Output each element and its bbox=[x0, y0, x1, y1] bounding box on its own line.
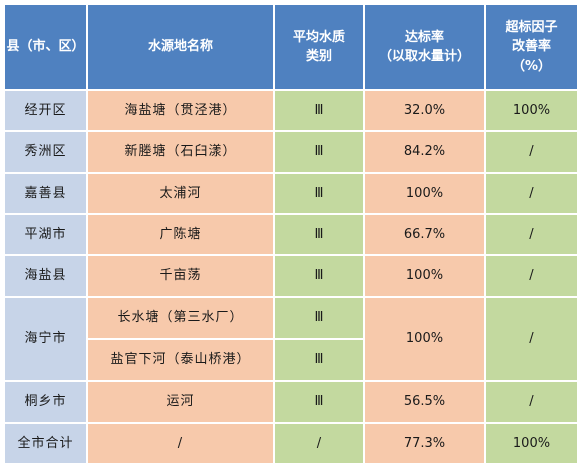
rate-cell: 100% bbox=[363, 295, 486, 383]
rate-cell: 66.7% bbox=[363, 212, 486, 257]
improve-cell: / bbox=[484, 130, 579, 174]
district-cell: 经开区 bbox=[3, 88, 88, 133]
header-rate: 达标率 （以取水量计） bbox=[363, 3, 486, 91]
improve-cell: / bbox=[484, 295, 579, 383]
class-cell: Ⅲ bbox=[273, 295, 365, 340]
rate-cell: 32.0% bbox=[363, 88, 486, 133]
header-improve-line-2: 改善率 bbox=[511, 39, 551, 55]
header-improve-line-1: 超标因子 bbox=[505, 19, 558, 35]
source-cell: 运河 bbox=[86, 380, 275, 424]
class-cell: Ⅲ bbox=[273, 212, 365, 257]
class-cell: Ⅲ bbox=[273, 88, 365, 133]
rate-cell: 56.5% bbox=[363, 380, 486, 424]
class-cell: Ⅲ bbox=[273, 171, 365, 215]
table-row: 海宁市 长水塘（第三水厂） Ⅲ 100% / bbox=[3, 295, 579, 383]
header-improve: 超标因子 改善率 （%） bbox=[484, 3, 579, 91]
district-cell: 海宁市 bbox=[3, 295, 88, 383]
source-cell: 盐官下河（泰山桥港） bbox=[86, 337, 275, 383]
table-row: 桐乡市 运河 Ⅲ 56.5% / bbox=[3, 380, 579, 424]
district-cell: 平湖市 bbox=[3, 212, 88, 257]
improve-cell: / bbox=[484, 171, 579, 215]
source-cell: 广陈塘 bbox=[86, 212, 275, 257]
source-cell: 长水塘（第三水厂） bbox=[86, 295, 275, 340]
district-cell: 秀洲区 bbox=[3, 130, 88, 174]
table-row: 海盐县 千亩荡 Ⅲ 100% / bbox=[3, 254, 579, 298]
header-quality-line-1: 平均水质 bbox=[292, 29, 345, 45]
district-cell: 海盐县 bbox=[3, 254, 88, 298]
improve-cell: / bbox=[484, 254, 579, 298]
table-row: 平湖市 广陈塘 Ⅲ 66.7% / bbox=[3, 212, 579, 257]
district-cell: 嘉善县 bbox=[3, 171, 88, 215]
water-quality-table: 县（市、区） 水源地名称 平均水质 类别 达标率 （以取水量计） 超标因子 改善… bbox=[3, 3, 579, 466]
improve-cell: / bbox=[484, 380, 579, 424]
class-cell: Ⅲ bbox=[273, 337, 365, 383]
improve-cell: / bbox=[484, 212, 579, 257]
class-cell: Ⅲ bbox=[273, 380, 365, 424]
source-cell: 海盐塘（贯泾港） bbox=[86, 88, 275, 133]
rate-cell: 100% bbox=[363, 254, 486, 298]
rate-cell: 100% bbox=[363, 171, 486, 215]
source-cell: 太浦河 bbox=[86, 171, 275, 215]
rate-cell: 84.2% bbox=[363, 130, 486, 174]
source-cell: / bbox=[86, 421, 275, 466]
table-row: 经开区 海盐塘（贯泾港） Ⅲ 32.0% 100% bbox=[3, 88, 579, 133]
class-cell: / bbox=[273, 421, 365, 466]
table-row: 嘉善县 太浦河 Ⅲ 100% / bbox=[3, 171, 579, 215]
table-row: 盐官下河（泰山桥港） Ⅲ bbox=[4, 337, 578, 383]
class-cell: Ⅲ bbox=[273, 254, 365, 298]
header-row: 县（市、区） 水源地名称 平均水质 类别 达标率 （以取水量计） 超标因子 改善… bbox=[3, 3, 579, 91]
table-row: 秀洲区 新塍塘（石臼漾） Ⅲ 84.2% / bbox=[3, 130, 579, 174]
header-district: 县（市、区） bbox=[3, 3, 88, 91]
class-cell: Ⅲ bbox=[273, 130, 365, 174]
improve-cell: 100% bbox=[484, 421, 579, 466]
header-improve-line-3: （%） bbox=[511, 58, 552, 74]
district-cell: 全市合计 bbox=[3, 421, 88, 466]
source-cell: 新塍塘（石臼漾） bbox=[86, 130, 275, 174]
source-cell: 千亩荡 bbox=[86, 254, 275, 298]
district-cell: 桐乡市 bbox=[3, 380, 88, 424]
header-source: 水源地名称 bbox=[86, 3, 275, 91]
improve-cell: 100% bbox=[484, 88, 579, 133]
header-rate-line-2: （以取水量计） bbox=[378, 49, 470, 64]
header-rate-line-1: 达标率 bbox=[404, 29, 444, 45]
header-quality-line-2: 类别 bbox=[305, 49, 332, 64]
table-row-total: 全市合计 / / 77.3% 100% bbox=[3, 421, 579, 466]
header-quality: 平均水质 类别 bbox=[273, 3, 365, 91]
rate-cell: 77.3% bbox=[363, 421, 486, 466]
